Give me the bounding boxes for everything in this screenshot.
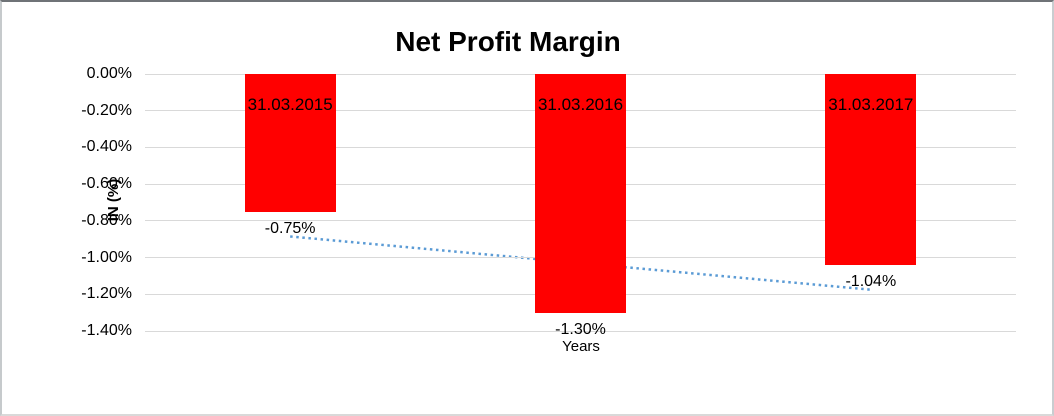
chart-title: Net Profit Margin (395, 26, 621, 57)
y-tick-label: 0.00% (86, 65, 132, 82)
category-label: 31.03.2015 (247, 95, 333, 114)
y-tick-label: -1.00% (81, 248, 132, 266)
bar (535, 74, 626, 313)
y-tick-label: -1.20% (81, 285, 132, 303)
y-tick-label: -0.20% (81, 101, 132, 119)
bar (244, 74, 336, 212)
x-axis-title: Years (562, 338, 600, 355)
bar (825, 74, 917, 265)
y-tick-label: -0.60% (81, 175, 132, 193)
category-label: 31.03.2016 (537, 95, 624, 114)
data-label: -1.04% (845, 272, 897, 290)
y-tick-label: -0.40% (81, 138, 132, 156)
y-tick-label: -0.80% (81, 211, 132, 229)
data-label: -0.75% (264, 219, 316, 237)
gridline (145, 330, 1016, 332)
data-label: -1.30% (555, 320, 606, 338)
y-tick-label: -1.40% (81, 322, 132, 339)
category-label: 31.03.2017 (828, 95, 914, 114)
